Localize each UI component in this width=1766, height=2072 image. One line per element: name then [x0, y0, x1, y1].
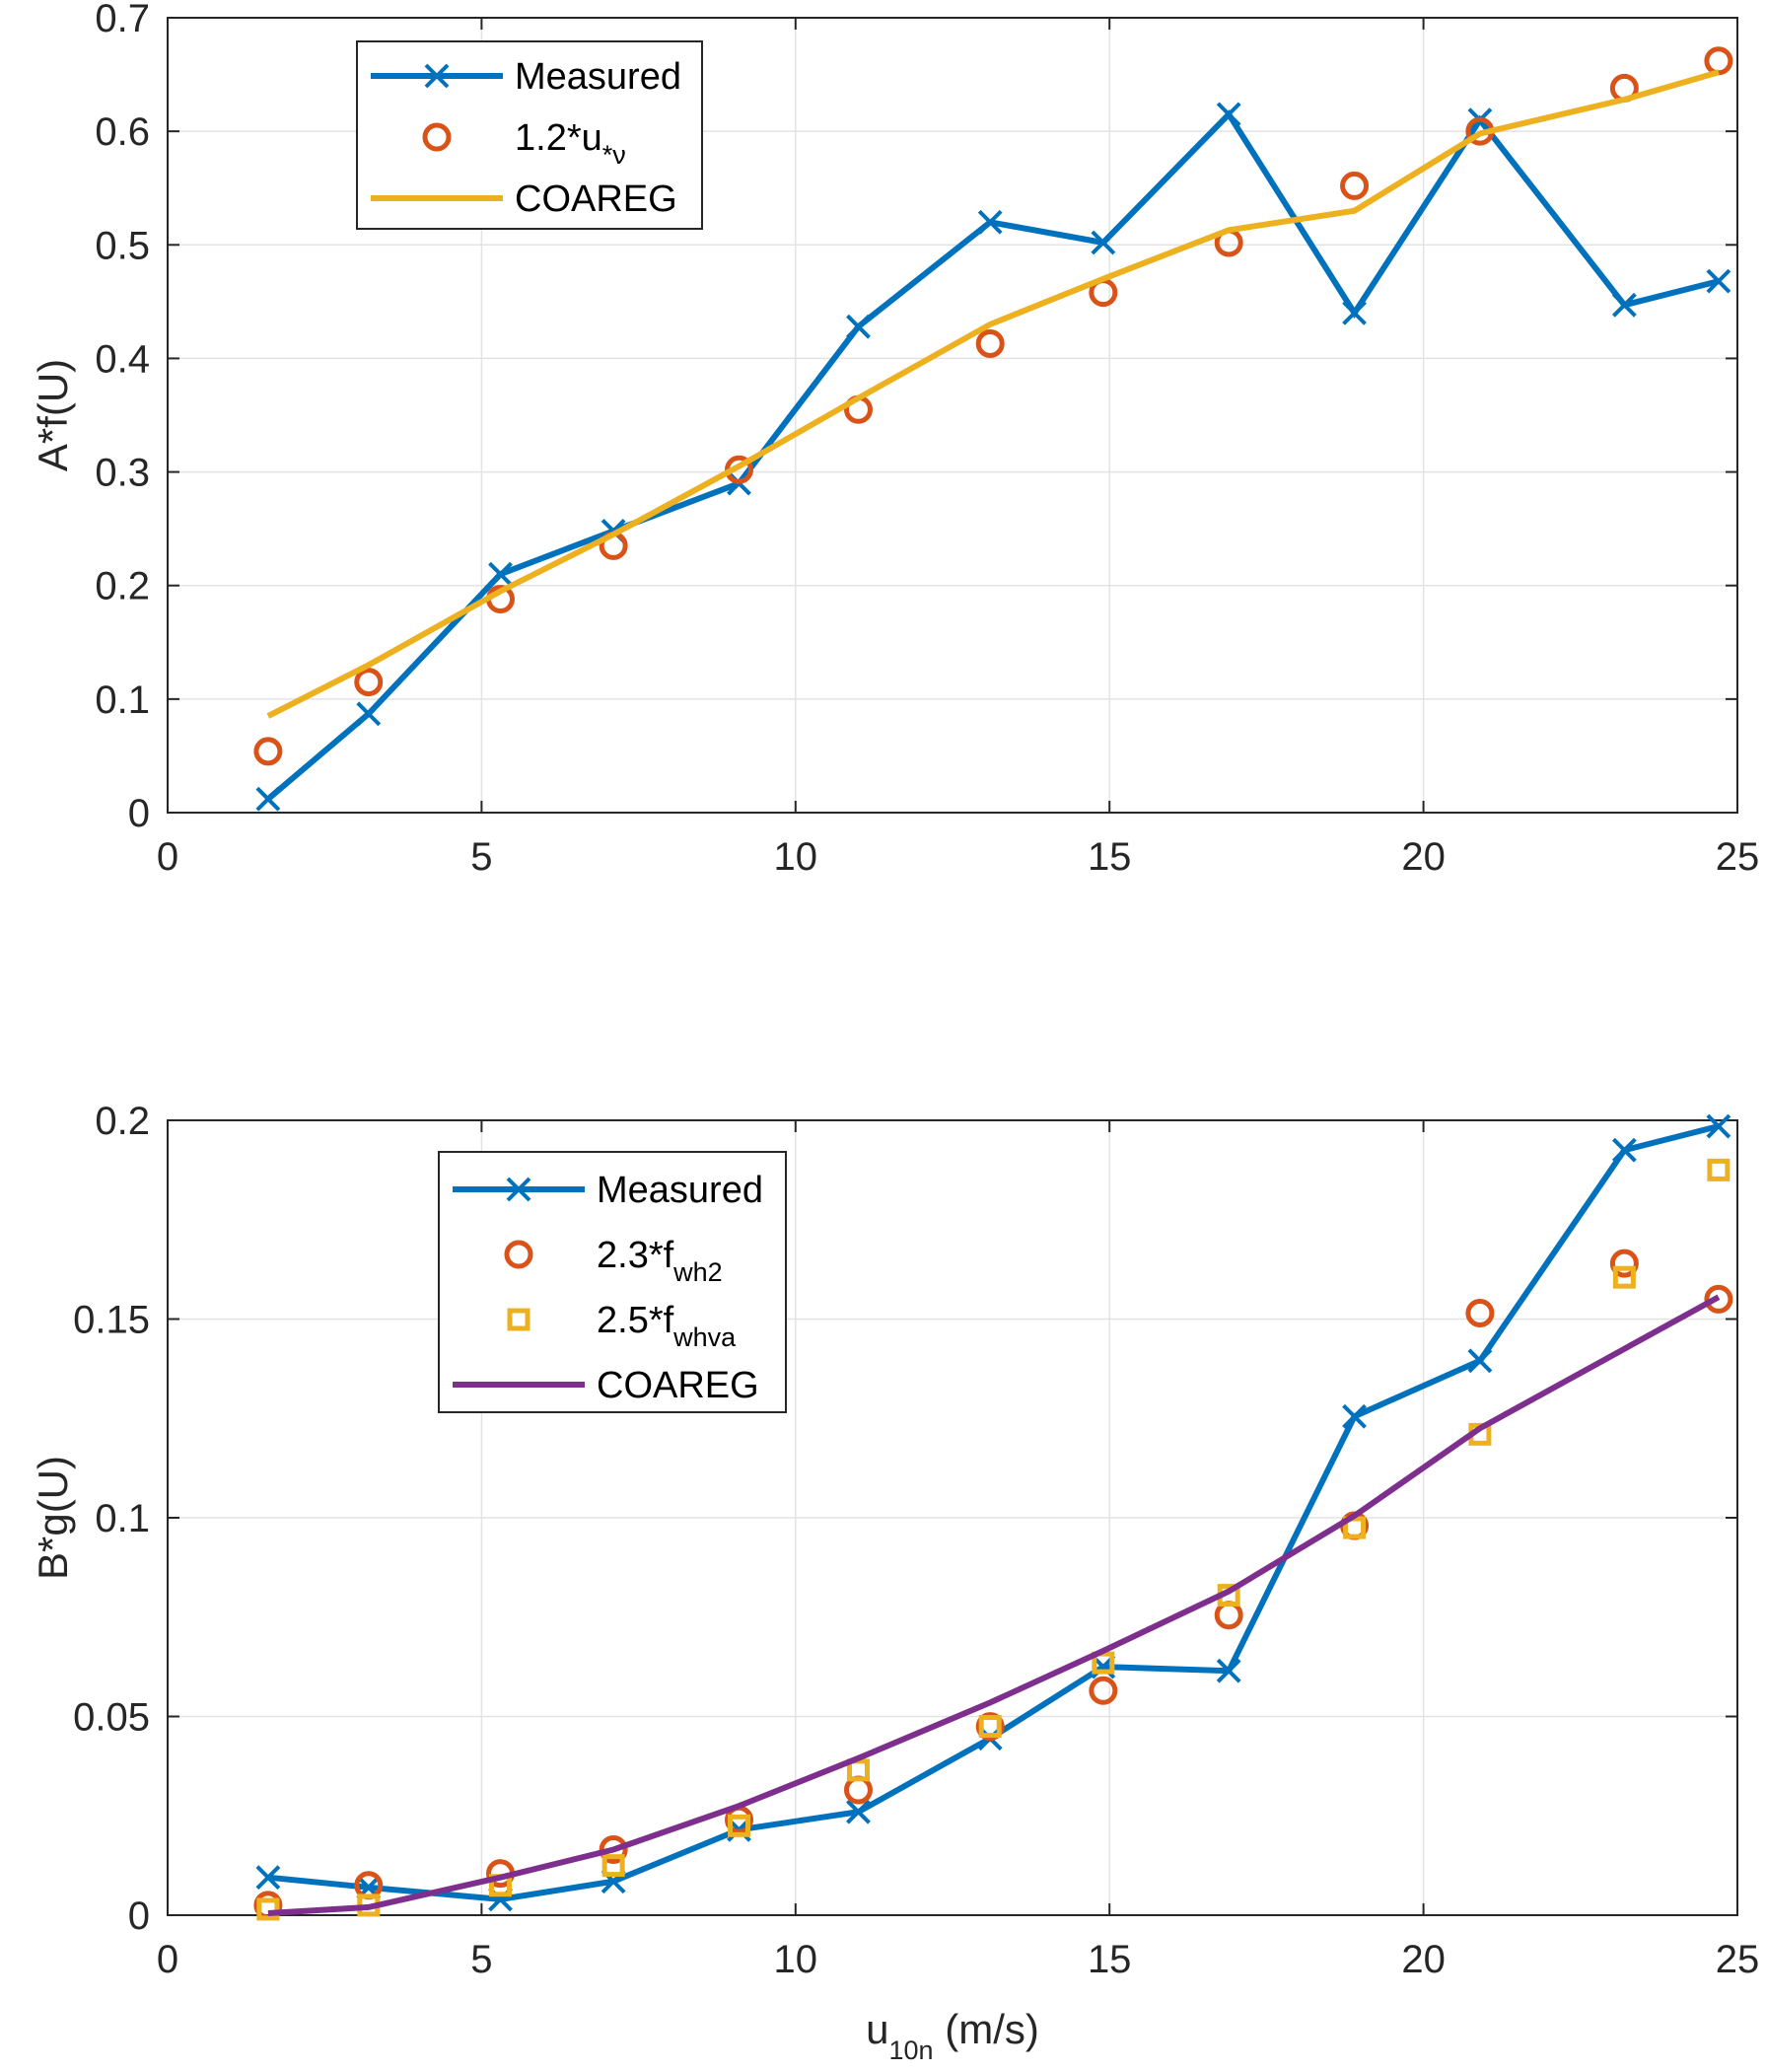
y-tick-label: 0.1: [95, 1497, 150, 1540]
legend-label-main: 1.2*u: [515, 117, 602, 159]
y-tick-label: 0.5: [95, 224, 150, 267]
y-tick-label: 0.1: [95, 679, 150, 722]
data-point: [1216, 1658, 1241, 1683]
y-tick-label: 0: [128, 1894, 150, 1938]
data-point: [1216, 102, 1241, 127]
x-tick-label: 10: [774, 835, 818, 879]
legend-label: COAREG: [515, 179, 677, 220]
y-tick-label: 0: [128, 792, 150, 835]
data-point: [256, 1897, 280, 1921]
y-axis-label: A*f(U): [30, 359, 76, 471]
y-tick-label: 0.3: [95, 452, 150, 495]
data-point: [1467, 1348, 1493, 1374]
legend-label-sub: whva: [672, 1322, 737, 1352]
data-point: [253, 737, 283, 766]
chart-2: 0 5 10 15 20 25 0 0.05 0.1 0.15 0.2 B*g(U) u10n (m/s…: [30, 1100, 1759, 2065]
legend-label-main: 2.3*f: [597, 1235, 674, 1276]
legend-swatch-marker: [424, 63, 450, 89]
data-point: [1704, 1284, 1733, 1314]
data-point: [488, 561, 513, 587]
y-tick-label: 0.7: [95, 0, 150, 40]
data-point: [1342, 1403, 1367, 1429]
data-point: [846, 1799, 871, 1824]
data-point: [975, 328, 1005, 358]
data-point: [354, 668, 384, 697]
x-tick-label: 15: [1088, 835, 1132, 879]
data-point: [975, 1712, 1005, 1742]
legend-label: Measured: [515, 56, 681, 98]
y-tick-label: 0.6: [95, 110, 150, 154]
data-point: [356, 701, 382, 727]
data-point: [1706, 268, 1731, 294]
legend-label: 1.2*u*ν: [515, 117, 626, 170]
legend-swatch-marker: [422, 122, 452, 152]
legend-swatch-marker: [507, 1308, 530, 1331]
x-axis-label-main: u: [866, 2006, 888, 2052]
legend-label: 2.5*fwhva: [597, 1300, 737, 1352]
legend: Measured 1.2*u*ν COAREG: [356, 40, 703, 230]
legend-box: [438, 1151, 787, 1413]
data-point: [1091, 230, 1116, 255]
x-tick-label: 0: [157, 1938, 178, 1981]
data-point: [1089, 1676, 1118, 1705]
y-tick-label: 0.05: [73, 1696, 150, 1740]
legend-swatch-marker: [506, 1177, 531, 1202]
x-tick-label: 20: [1401, 1938, 1446, 1981]
x-axis-label-sub: 10n: [889, 2036, 934, 2065]
legend-label-main: 2.5*f: [597, 1300, 674, 1341]
legend-label: 2.3*fwh2: [597, 1235, 723, 1287]
data-point: [601, 1854, 625, 1878]
x-tick-label: 5: [470, 1938, 492, 1981]
data-point: [255, 1865, 281, 1891]
legend-label-sub: wh2: [672, 1257, 723, 1287]
axes-box: [167, 1119, 1738, 1916]
series-line: [267, 1294, 1721, 1916]
x-tick-label: 10: [774, 1938, 818, 1981]
data-point: [1611, 292, 1637, 318]
legend-label-main: Measured: [515, 56, 681, 98]
data-point: [846, 314, 871, 339]
y-tick-label: 0.4: [95, 337, 150, 381]
legend-label: Measured: [597, 1170, 763, 1211]
series-4: [267, 1294, 1721, 1916]
data-point: [1340, 171, 1370, 200]
legend-label-main: COAREG: [515, 179, 677, 220]
legend-label: COAREG: [597, 1365, 759, 1406]
axes-box: [167, 17, 1738, 814]
x-tick-label: 15: [1088, 1938, 1132, 1981]
series-line: [266, 69, 1720, 719]
x-axis-label: u10n (m/s): [866, 2006, 1039, 2065]
data-point: [727, 1814, 750, 1837]
data-point: [978, 1715, 1002, 1739]
chart-1: 0 5 10 15 20 25 0 0.1 0.2 0.3 0.4 0.5 0.6 0.7 A*f(U) Me…: [30, 0, 1759, 879]
data-point: [1706, 1113, 1731, 1139]
data-point: [1342, 300, 1367, 325]
data-point: [1612, 1265, 1636, 1289]
x-tick-label: 0: [157, 835, 178, 879]
y-tick-label: 0.2: [95, 1100, 150, 1143]
data-point: [1707, 1158, 1731, 1181]
y-axis-label: B*g(U): [30, 1456, 76, 1580]
legend-label-sub: *ν: [602, 140, 626, 170]
x-tick-label: 20: [1401, 835, 1446, 879]
legend-label-main: Measured: [597, 1170, 763, 1211]
legend: Measured 2.3*fwh2 2.5*fwhva COAREG: [438, 1151, 787, 1413]
data-point: [1609, 1249, 1639, 1278]
x-axis-label-unit: (m/s): [934, 2006, 1039, 2052]
y-tick-label: 0.2: [95, 565, 150, 608]
data-point: [1611, 1137, 1637, 1163]
y-tick-label: 0.15: [73, 1299, 150, 1342]
x-tick-label: 5: [470, 835, 492, 879]
legend-box: [356, 40, 703, 230]
legend-swatch-marker: [504, 1240, 533, 1269]
data-point: [255, 786, 281, 812]
x-tick-label: 25: [1716, 1938, 1760, 1981]
data-point: [1465, 1298, 1495, 1327]
data-point: [977, 209, 1003, 235]
legend-label-main: COAREG: [597, 1365, 759, 1406]
x-tick-label: 25: [1716, 835, 1760, 879]
series-3: [266, 69, 1720, 719]
